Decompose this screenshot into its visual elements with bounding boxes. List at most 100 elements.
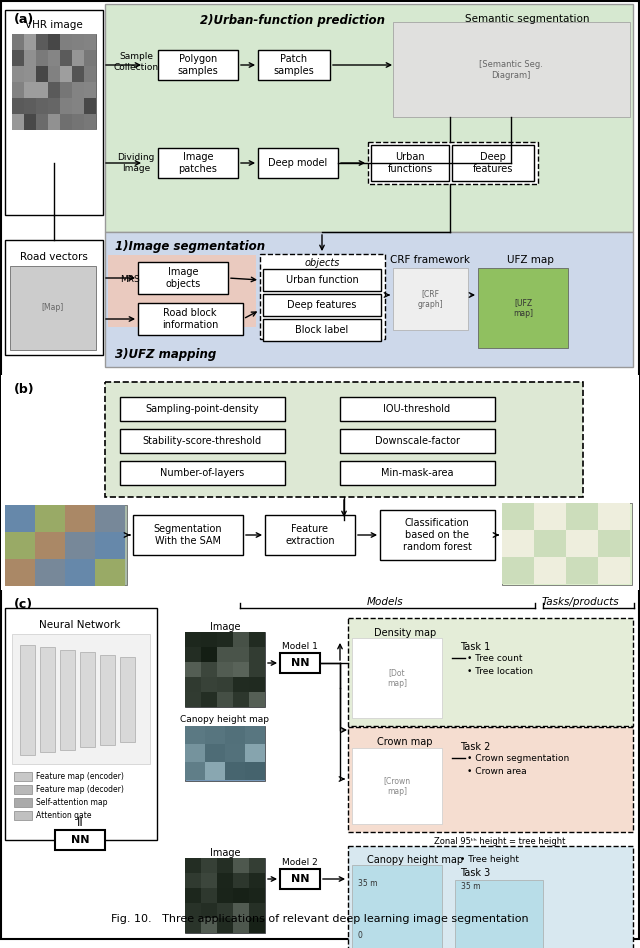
Bar — [48, 50, 60, 66]
Bar — [12, 66, 24, 82]
Bar — [5, 505, 35, 532]
Bar — [84, 114, 96, 130]
Bar — [249, 858, 265, 873]
Bar — [36, 34, 48, 50]
Bar — [263, 319, 381, 341]
Text: Downscale-factor: Downscale-factor — [374, 436, 460, 446]
Bar — [280, 869, 320, 889]
Bar — [5, 240, 103, 355]
Text: Canopy height map: Canopy height map — [180, 715, 269, 724]
Text: Block label: Block label — [296, 325, 349, 335]
Bar — [133, 515, 243, 555]
Bar — [12, 34, 96, 129]
Text: 0: 0 — [358, 931, 363, 940]
Bar — [72, 98, 84, 114]
Bar — [158, 148, 238, 178]
Text: [Crown
map]: [Crown map] — [383, 776, 411, 795]
Bar — [84, 50, 96, 66]
Bar — [185, 888, 201, 903]
Text: Semantic segmentation: Semantic segmentation — [465, 14, 589, 24]
Bar — [598, 557, 630, 584]
Bar — [217, 903, 233, 918]
Text: (c): (c) — [14, 598, 33, 611]
Text: [Map]: [Map] — [42, 303, 64, 313]
Bar — [502, 530, 534, 557]
Text: Image
objects: Image objects — [165, 267, 200, 289]
Bar — [185, 662, 201, 677]
Bar — [65, 532, 95, 559]
Bar — [348, 618, 633, 726]
Bar — [60, 98, 72, 114]
Bar — [185, 692, 201, 707]
Bar — [185, 632, 201, 647]
Bar — [201, 858, 217, 873]
Text: Urban function: Urban function — [285, 275, 358, 285]
Bar — [60, 50, 72, 66]
Text: Attention gate: Attention gate — [36, 811, 92, 820]
Text: Segmentation
With the SAM: Segmentation With the SAM — [154, 524, 222, 546]
Bar — [185, 726, 205, 744]
Bar — [217, 692, 233, 707]
Bar — [534, 530, 566, 557]
Bar — [233, 858, 249, 873]
Text: Image: Image — [210, 622, 240, 632]
Bar — [249, 677, 265, 692]
Bar — [340, 461, 495, 485]
Text: [CRF
graph]: [CRF graph] — [417, 289, 443, 309]
Text: NN: NN — [71, 835, 89, 845]
Bar — [24, 66, 36, 82]
Bar — [534, 557, 566, 584]
Bar — [598, 503, 630, 530]
Bar — [205, 726, 225, 744]
Bar — [249, 903, 265, 918]
Text: NN: NN — [291, 874, 309, 884]
Bar — [352, 638, 442, 718]
Text: Deep model: Deep model — [268, 158, 328, 168]
Bar — [371, 145, 449, 181]
Text: CRF framework: CRF framework — [390, 255, 470, 265]
Bar — [217, 677, 233, 692]
Bar — [217, 873, 233, 888]
Text: • Crown area: • Crown area — [467, 767, 527, 776]
Bar — [258, 148, 338, 178]
Bar — [502, 557, 534, 584]
Bar — [249, 632, 265, 647]
Text: Crown map: Crown map — [377, 737, 433, 747]
Bar — [566, 503, 598, 530]
Bar — [260, 254, 385, 339]
Text: VHR image: VHR image — [25, 20, 83, 30]
Bar — [185, 858, 201, 873]
Bar — [352, 865, 442, 948]
Bar — [12, 114, 24, 130]
Bar — [233, 677, 249, 692]
Bar — [217, 662, 233, 677]
Bar — [233, 918, 249, 933]
Bar — [60, 114, 72, 130]
Bar — [201, 903, 217, 918]
Bar — [217, 647, 233, 662]
Bar — [233, 888, 249, 903]
Text: Number-of-layers: Number-of-layers — [160, 468, 244, 478]
Text: [Dot
map]: [Dot map] — [387, 668, 407, 687]
Bar — [340, 397, 495, 421]
Bar — [48, 66, 60, 82]
Bar — [225, 744, 245, 762]
Bar — [5, 10, 103, 215]
Bar — [233, 662, 249, 677]
Bar — [12, 634, 150, 764]
Bar — [65, 505, 95, 532]
Bar — [72, 114, 84, 130]
Bar — [233, 632, 249, 647]
Bar — [598, 530, 630, 557]
Bar — [534, 503, 566, 530]
Text: 1)Image segmentation: 1)Image segmentation — [115, 240, 265, 253]
Bar — [265, 515, 355, 555]
Bar — [185, 647, 201, 662]
Bar — [1, 375, 639, 590]
Bar — [35, 532, 65, 559]
Bar — [14, 785, 32, 794]
Text: (b): (b) — [14, 383, 35, 396]
Bar — [72, 50, 84, 66]
Text: 35 m: 35 m — [461, 882, 481, 891]
Bar — [368, 142, 538, 184]
